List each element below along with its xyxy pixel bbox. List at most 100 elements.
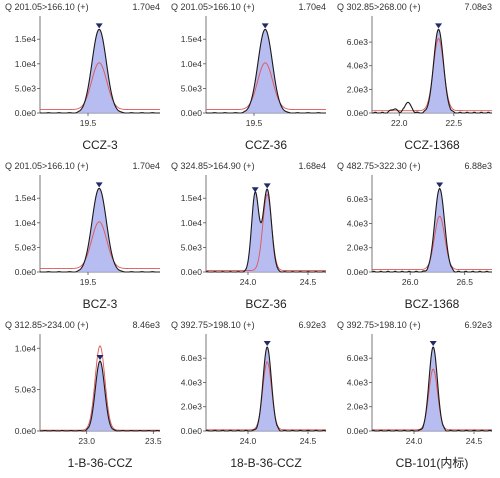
chromatogram-panel: Q 312.85>234.00 (+) 8.46e3 0.0e0 5.0e3 1.0e4… [0,318,166,477]
peak-area-fill [77,29,121,114]
reference-trace [372,215,492,271]
chromatogram-trace [40,360,160,432]
transition-label: Q 201.05>166.10 (+) [5,2,89,12]
x-tick-label: 26.0 [402,277,419,287]
transition-label: Q 324.85>164.90 (+) [171,161,255,171]
sample-title: BCZ-3 [83,297,118,311]
y-tick-label: 1.0e4 [15,59,37,69]
sample-title: CCZ-36 [245,138,287,152]
y-tick-label: 1.5e4 [15,193,37,203]
y-tick-label: 0.0e0 [181,267,203,277]
transition-label: Q 201.05>166.10 (+) [5,161,89,171]
x-tick-label: 24.0 [240,277,257,287]
transition-label: Q 482.75>322.30 (+) [337,161,421,171]
max-intensity-label: 6.92e3 [464,320,492,330]
x-tick-label: 22.0 [391,118,408,128]
peak-area-fill [242,189,280,272]
y-tick-label: 1.0e4 [15,218,37,228]
y-tick-label: 0.0e0 [181,108,203,118]
chromatogram-panel: Q 201.05>166.10 (+) 1.70e4 0.0e0 5.0e3 1.0e4… [0,0,166,159]
peak-area-fill [424,188,455,272]
y-tick-label: 1.5e4 [181,193,203,203]
x-tick-label: 23.0 [78,436,95,446]
y-tick-label: 1.0e4 [15,343,37,353]
chromatogram-chart: Q 201.05>166.10 (+) 1.70e4 0.0e0 5.0e3 1.0e4… [171,2,326,152]
peak-area-fill [86,361,114,431]
chromatogram-trace [39,187,160,273]
y-tick-label: 6.0e3 [347,353,369,363]
peak-area-fill [420,347,446,431]
chromatogram-trace [205,188,327,273]
reference-trace [206,62,326,111]
sample-title: 1-B-36-CCZ [68,456,133,470]
y-tick-label: 0.0e0 [15,267,37,277]
y-tick-label: 6.0e3 [181,353,203,363]
y-tick-label: 1.0e4 [181,218,203,228]
chromatogram-chart: Q 201.05>166.10 (+) 1.70e4 0.0e0 5.0e3 1.0e4… [5,161,160,311]
max-intensity-label: 6.88e3 [464,161,492,171]
chromatogram-panel: Q 392.75>198.10 (+) 6.92e3 0.0e0 2.0e3 4.0e3… [332,318,498,477]
y-tick-label: 4.0e3 [347,377,369,387]
chromatogram-trace [205,28,326,114]
peak-area-fill [243,29,287,114]
max-intensity-label: 6.92e3 [298,320,326,330]
y-tick-label: 5.0e3 [15,83,37,93]
max-intensity-label: 1.70e4 [298,2,326,12]
y-tick-label: 5.0e3 [181,242,203,252]
chromatogram-chart: Q 392.75>198.10 (+) 6.92e3 0.0e0 2.0e3 4.0e3… [337,320,493,470]
y-tick-label: 1.0e4 [181,59,203,69]
chromatogram-chart: Q 324.85>164.90 (+) 1.68e4 0.0e0 5.0e3 1.0e4… [171,161,327,311]
chromatogram-chart: Q 482.75>322.30 (+) 6.88e3 0.0e0 2.0e3 4.0e3… [337,161,492,311]
peak-apex-marker [435,23,443,29]
peak-area-fill [423,29,454,113]
chromatogram-trace [372,28,492,114]
y-tick-label: 0.0e0 [15,108,37,118]
peak-apex-marker [263,341,271,347]
chromatogram-panel: Q 201.05>166.10 (+) 1.70e4 0.0e0 5.0e3 1.0e4… [166,0,332,159]
chromatogram-chart: Q 392.75>198.10 (+) 6.92e3 0.0e0 2.0e3 4.0e3… [171,320,327,470]
reference-trace [206,361,326,431]
y-tick-label: 5.0e3 [181,83,203,93]
chromatogram-trace [371,187,492,273]
x-tick-label: 26.5 [456,277,473,287]
max-intensity-label: 1.68e4 [298,161,326,171]
transition-label: Q 302.85>268.00 (+) [337,2,421,12]
peak-area-fill [77,188,121,272]
reference-trace [206,193,326,271]
x-tick-label: 19.5 [80,118,97,128]
x-tick-label: 24.0 [240,436,257,446]
max-intensity-label: 1.70e4 [132,2,160,12]
sample-title: BCZ-36 [245,297,287,311]
y-tick-label: 6.0e3 [347,194,369,204]
peak-apex-marker [251,187,259,193]
chromatogram-panel: Q 482.75>322.30 (+) 6.88e3 0.0e0 2.0e3 4.0e3… [332,159,498,318]
peak-apex-marker [263,183,271,189]
transition-label: Q 312.85>234.00 (+) [5,320,89,330]
sample-title: CCZ-1368 [404,138,460,152]
y-tick-label: 2.0e3 [347,84,369,94]
sample-title: CB-101(内标) [396,456,469,470]
y-tick-label: 0.0e0 [181,426,203,436]
chromatogram-chart: Q 201.05>166.10 (+) 1.70e4 0.0e0 5.0e3 1.0e4… [5,2,160,152]
x-tick-label: 24.5 [300,436,317,446]
y-tick-label: 4.0e3 [181,377,203,387]
x-tick-label: 19.5 [246,118,263,128]
y-tick-label: 0.0e0 [15,426,37,436]
y-tick-label: 0.0e0 [347,267,369,277]
peak-apex-marker [95,23,103,29]
x-tick-label: 24.0 [406,436,423,446]
transition-label: Q 201.05>166.10 (+) [171,2,255,12]
reference-trace [40,221,160,270]
peak-apex-marker [429,341,437,347]
y-tick-label: 1.5e4 [15,34,37,44]
peak-apex-marker [436,182,444,188]
max-intensity-label: 1.70e4 [132,161,160,171]
chromatogram-panel: Q 201.05>166.10 (+) 1.70e4 0.0e0 5.0e3 1.0e4… [0,159,166,318]
reference-trace [372,368,492,431]
transition-label: Q 392.75>198.10 (+) [171,320,255,330]
transition-label: Q 392.75>198.10 (+) [337,320,421,330]
max-intensity-label: 7.08e3 [464,2,492,12]
peak-apex-marker [95,182,103,188]
y-tick-label: 2.0e3 [181,402,203,412]
